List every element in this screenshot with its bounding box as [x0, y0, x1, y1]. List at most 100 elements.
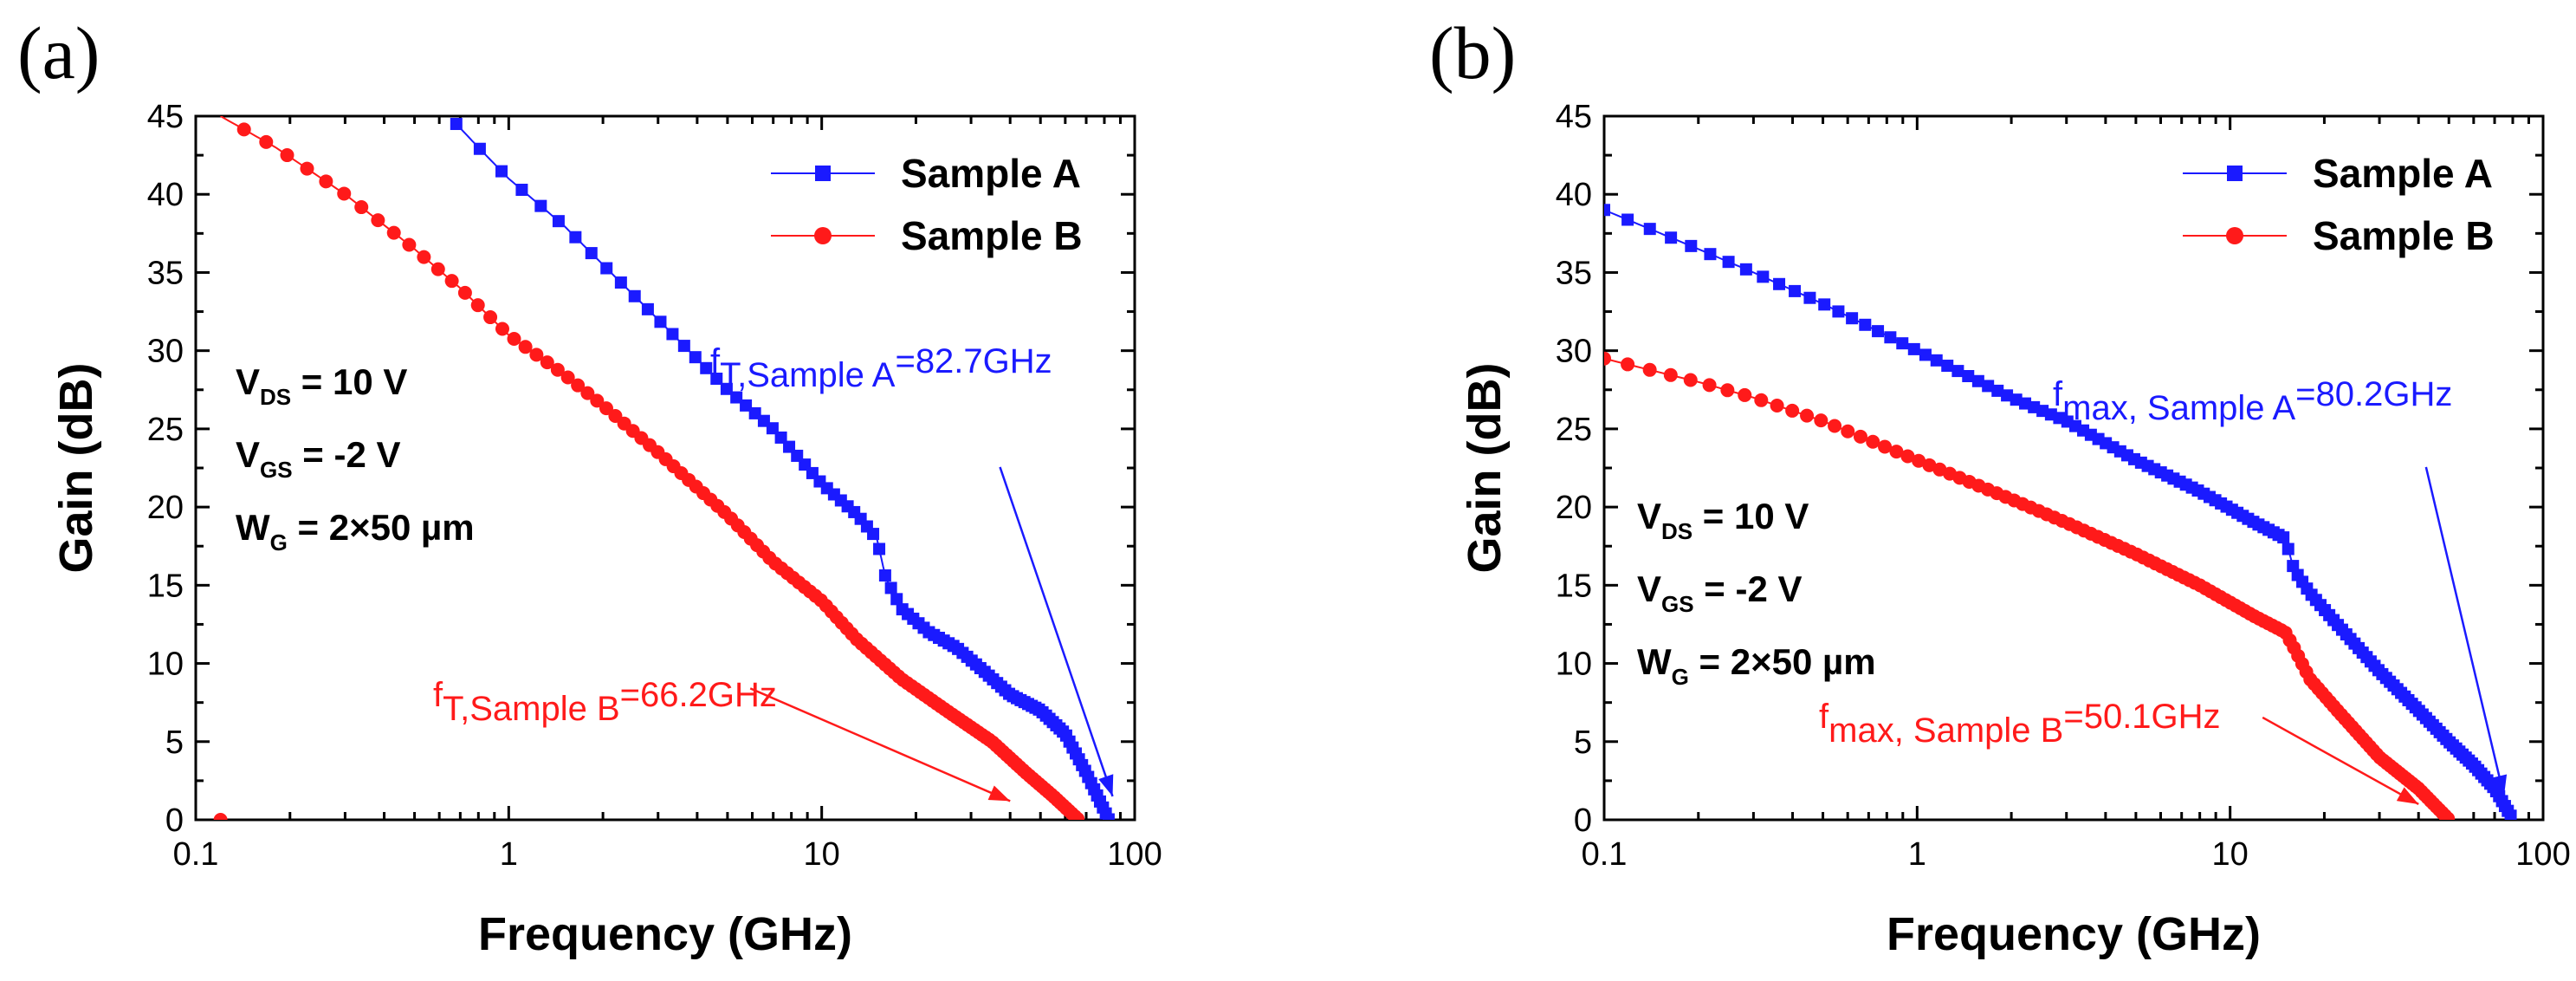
- y-tick-label: 30: [1556, 334, 1592, 370]
- data-point-sample-a: [1739, 263, 1752, 276]
- data-point-sample-a: [515, 184, 528, 197]
- data-point-sample-b: [507, 331, 521, 346]
- data-point-sample-a: [730, 391, 743, 404]
- data-point-sample-a: [1621, 213, 1634, 226]
- data-point-sample-b: [402, 237, 417, 252]
- condition-rest: = 2×50 µm: [1689, 641, 1876, 682]
- data-point-sample-a: [600, 262, 613, 275]
- annotation-rest: =66.2GHz: [620, 676, 777, 714]
- data-point-sample-b: [1702, 378, 1717, 393]
- y-tick-label: 25: [147, 412, 184, 448]
- y-tick-label: 45: [147, 99, 184, 135]
- data-point-sample-a: [1818, 298, 1831, 311]
- y-tick-label: 15: [1556, 568, 1592, 604]
- data-point-sample-b: [540, 355, 554, 370]
- data-point-sample-a: [1919, 348, 1932, 361]
- data-point-sample-a: [450, 118, 463, 131]
- data-point-sample-b: [571, 378, 586, 393]
- data-point-sample-b: [1889, 445, 1904, 459]
- data-point-sample-a: [1846, 312, 1859, 325]
- data-point-sample-b: [371, 213, 385, 228]
- data-point-sample-b: [1878, 439, 1893, 454]
- data-point-sample-b: [457, 285, 472, 300]
- data-point-sample-b: [300, 161, 314, 176]
- data-point-sample-b: [495, 322, 509, 336]
- data-point-sample-b: [1828, 419, 1842, 433]
- y-axis-label: Gain (dB): [50, 363, 102, 574]
- data-point-sample-a: [552, 215, 565, 228]
- data-point-sample-a: [614, 276, 627, 289]
- x-tick-label: 100: [1107, 836, 1162, 873]
- x-tick-label: 1: [1908, 836, 1926, 873]
- data-point-sample-a: [1982, 380, 1995, 393]
- data-point-sample-b: [1720, 383, 1735, 398]
- data-point-sample-a: [766, 422, 779, 435]
- data-point-sample-a: [1907, 342, 1920, 355]
- data-point-sample-b: [1814, 413, 1828, 428]
- panel-label: (a): [17, 11, 100, 94]
- annotation-arrowhead: [2396, 787, 2419, 804]
- data-point-sample-b: [1800, 408, 1815, 423]
- y-tick-label: 35: [147, 255, 184, 291]
- data-point-sample-a: [495, 165, 508, 178]
- data-point-sample-a: [867, 528, 880, 541]
- x-axis-label: Frequency (GHz): [478, 908, 852, 960]
- data-point-sample-b: [1841, 424, 1855, 439]
- annotation-main: f: [433, 676, 443, 714]
- data-point-sample-b: [483, 310, 498, 325]
- y-tick-label: 10: [1556, 646, 1592, 683]
- annotation-arrow: [999, 466, 1114, 797]
- annotation-arrowhead: [2491, 774, 2508, 796]
- data-point-sample-b: [444, 274, 459, 289]
- data-point-sample-a: [878, 569, 891, 582]
- data-point-sample-b: [560, 370, 575, 385]
- data-point-sample-a: [1884, 331, 1897, 344]
- annotation-label: fT,Sample A=82.7GHz: [710, 342, 1052, 394]
- annotation-main: f: [710, 342, 721, 380]
- data-point-sample-b: [529, 348, 544, 362]
- data-point-sample-a: [1789, 284, 1802, 297]
- data-point-sample-b: [1770, 398, 1784, 413]
- data-point-sample-b: [1604, 351, 1611, 366]
- y-tick-label: 0: [1574, 802, 1592, 839]
- x-tick-label: 10: [2212, 836, 2249, 873]
- annotation-rest: =82.7GHz: [895, 342, 1052, 380]
- data-point-sample-a: [1832, 305, 1845, 318]
- condition-rest: = 10 V: [291, 361, 407, 402]
- data-point-sample-b: [213, 813, 228, 820]
- annotation-sub: T,Sample A: [720, 356, 896, 394]
- x-axis-label: Frequency (GHz): [1887, 908, 2261, 960]
- data-point-sample-b: [319, 174, 333, 189]
- data-point-sample-a: [1102, 813, 1115, 820]
- annotation-main: f: [2053, 375, 2063, 413]
- annotation-arrow: [2262, 716, 2419, 806]
- data-layer: [1604, 204, 2517, 820]
- data-point-sample-b: [1785, 403, 1800, 418]
- condition-sub: GS: [1661, 591, 1694, 617]
- condition-rest: = 2×50 µm: [288, 507, 475, 548]
- y-tick-label: 25: [1556, 412, 1592, 448]
- data-point-sample-b: [430, 262, 445, 276]
- data-point-sample-a: [585, 247, 598, 260]
- data-point-sample-b: [1922, 458, 1937, 472]
- data-point-sample-a: [1773, 277, 1786, 290]
- data-point-sample-a: [1757, 270, 1770, 283]
- data-point-sample-b: [259, 134, 274, 149]
- y-tick-label: 30: [147, 334, 184, 370]
- y-tick-label: 40: [147, 177, 184, 213]
- x-tick-label: 0.1: [173, 836, 219, 873]
- data-point-sample-a: [654, 315, 667, 328]
- condition-label: WG = 2×50 µm: [1637, 641, 1876, 690]
- condition-label: VGS = -2 V: [1637, 568, 1803, 617]
- y-tick-label: 20: [1556, 490, 1592, 526]
- data-point-sample-a: [666, 328, 679, 341]
- condition-label: VDS = 10 V: [1637, 496, 1809, 544]
- data-point-sample-a: [873, 542, 886, 555]
- y-tick-label: 0: [165, 802, 184, 839]
- y-tick-label: 35: [1556, 255, 1592, 291]
- data-point-sample-b: [1738, 387, 1752, 402]
- data-point-sample-a: [2001, 389, 2014, 402]
- condition-sub: DS: [1661, 518, 1693, 544]
- data-point-sample-a: [1930, 354, 1943, 367]
